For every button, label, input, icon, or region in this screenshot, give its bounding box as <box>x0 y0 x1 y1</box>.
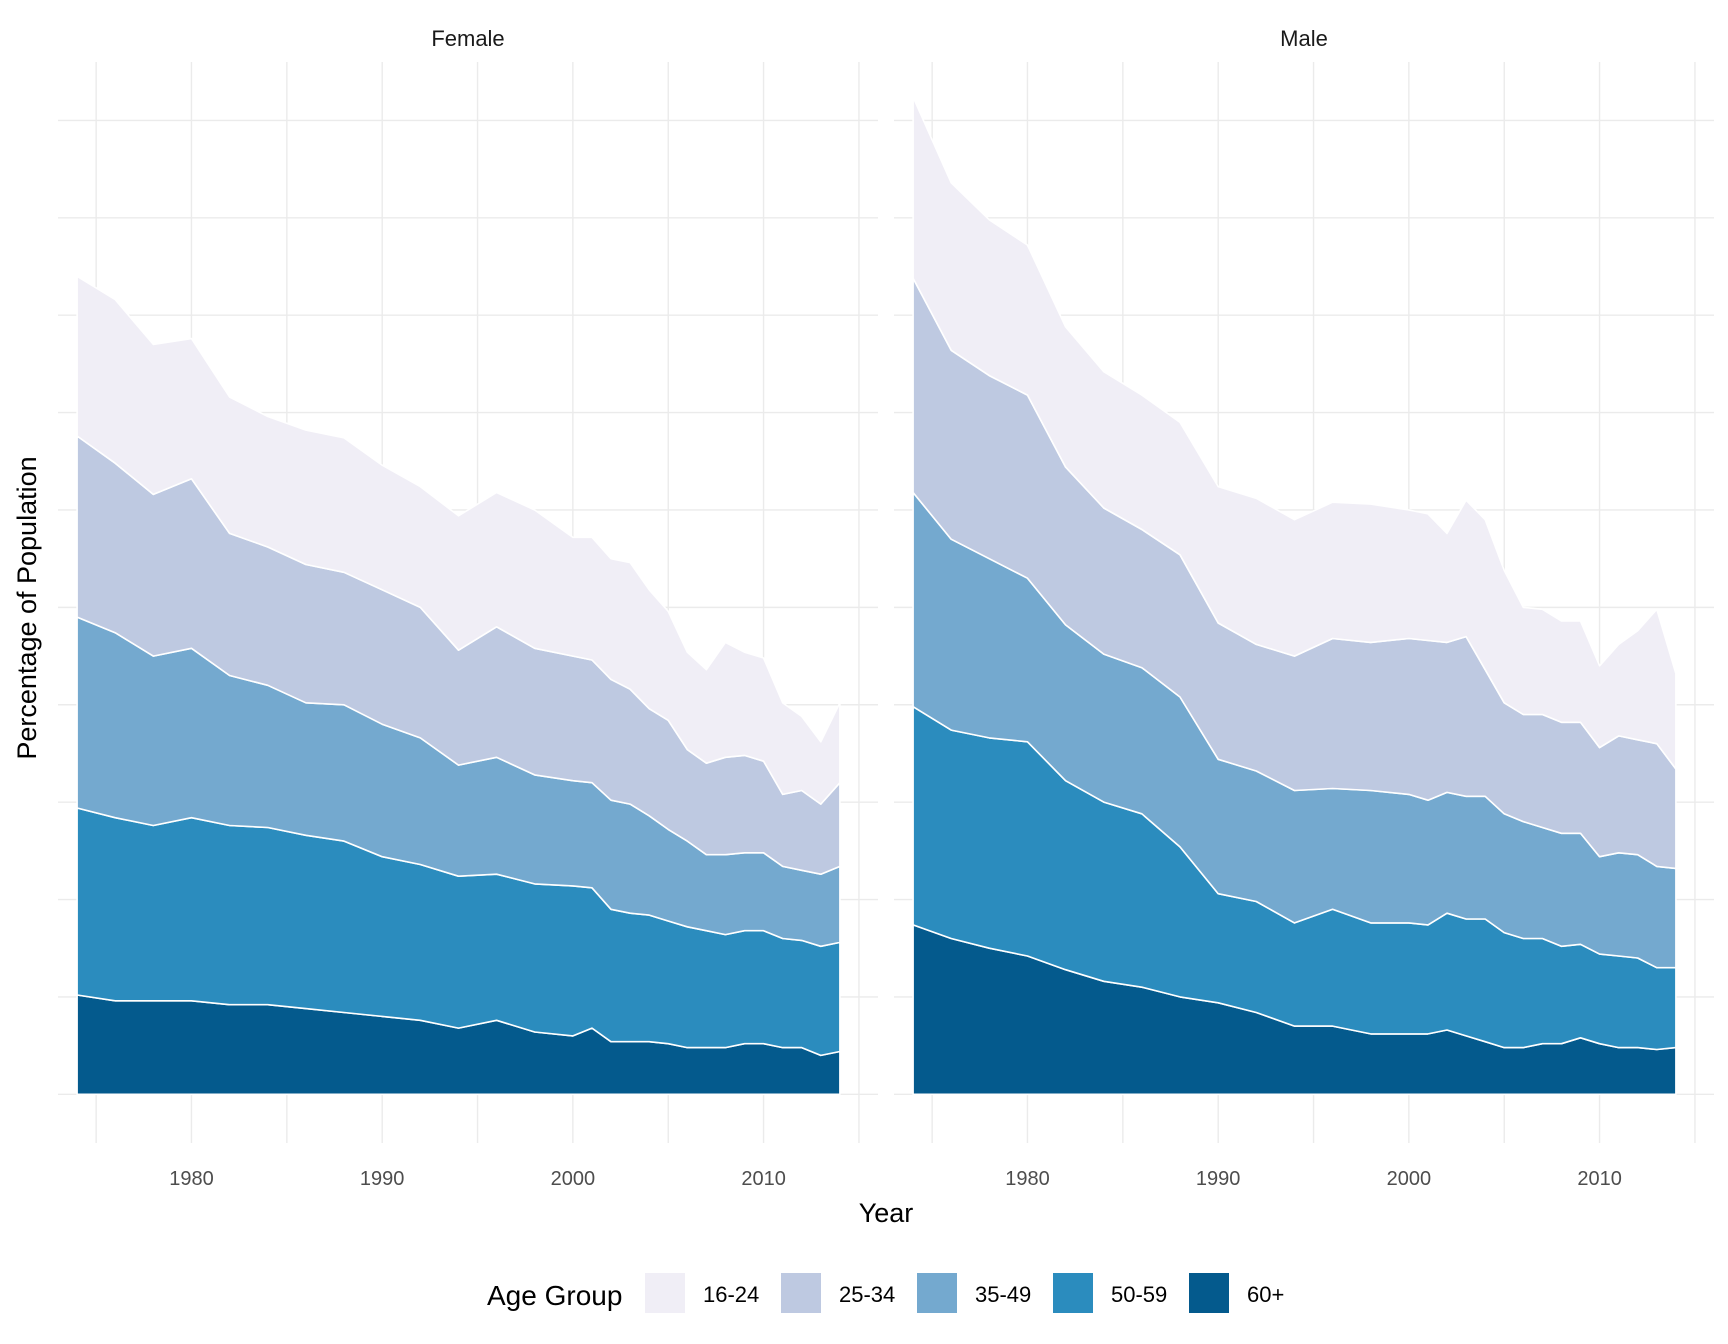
legend-label: 50-59 <box>1111 1282 1167 1307</box>
panel-title: Male <box>1280 26 1328 51</box>
x-axis-title: Year <box>859 1198 914 1228</box>
x-tick-label: 1980 <box>169 1168 214 1190</box>
x-tick-label: 2010 <box>1577 1168 1622 1190</box>
area-16-24 <box>912 96 1677 770</box>
legend-key-35-49 <box>917 1273 957 1313</box>
area-layers <box>76 275 841 1096</box>
legend-label: 25-34 <box>839 1282 895 1307</box>
legend-label: 16-24 <box>703 1282 759 1307</box>
y-axis-title: Percentage of Population <box>12 456 42 759</box>
legend-key-50-59 <box>1053 1273 1093 1313</box>
area-layers <box>912 96 1677 1096</box>
x-tick-label: 1980 <box>1005 1168 1050 1190</box>
x-tick-label: 1990 <box>1196 1168 1241 1190</box>
x-tick-label: 2000 <box>551 1168 596 1190</box>
legend: Age Group 16-24 25-34 35-49 50-59 60+ <box>487 1273 1284 1313</box>
legend-key-25-34 <box>781 1273 821 1313</box>
legend-key-60+ <box>1189 1273 1229 1313</box>
x-tick-label: 2010 <box>741 1168 786 1190</box>
legend-key-16-24 <box>645 1273 685 1313</box>
area-16-24 <box>76 275 841 805</box>
x-tick-label: 2000 <box>1387 1168 1432 1190</box>
legend-title: Age Group <box>487 1280 622 1311</box>
panel-male: Male 1980 1990 2000 2010 <box>894 26 1714 1190</box>
panel-female: Female 1980 1990 2000 2010 <box>58 26 878 1190</box>
legend-label: 60+ <box>1247 1282 1284 1307</box>
legend-label: 35-49 <box>975 1282 1031 1307</box>
panel-title: Female <box>431 26 504 51</box>
x-tick-label: 1990 <box>360 1168 405 1190</box>
